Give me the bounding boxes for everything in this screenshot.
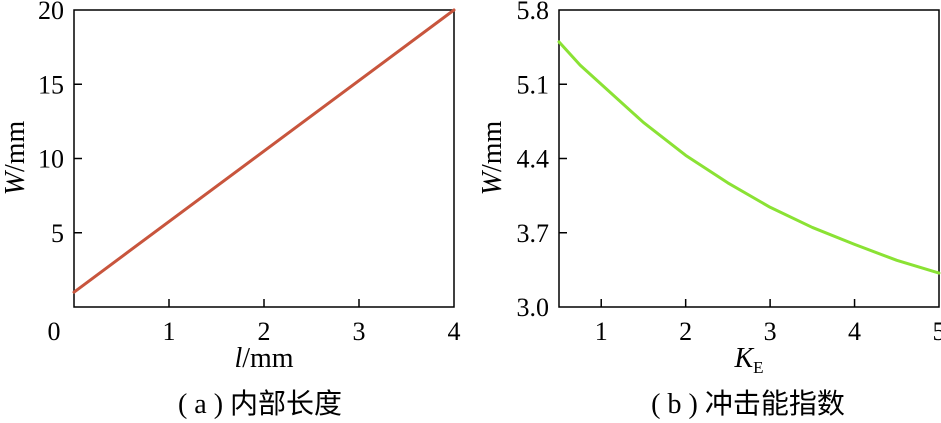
series-line <box>72 8 456 294</box>
y-tick-label: 4.4 <box>517 145 550 174</box>
x-tick-label: 2 <box>258 317 271 346</box>
x-axis-label-a: l/mm <box>234 343 293 374</box>
caption-b: ( b ) 冲击能指数 <box>651 388 845 420</box>
plot-frame-b <box>558 9 940 308</box>
panel-a: 0 1 2 3 4 5 10 15 20 l/mm W/mm ( a ) 内部长度 <box>0 0 461 420</box>
x-ticks-a: 0 1 2 3 4 <box>48 299 461 346</box>
y-ticks-a: 5 10 15 20 <box>38 0 82 248</box>
y-tick-label: 5 <box>51 219 64 248</box>
y-tick-label: 3.0 <box>517 293 550 322</box>
series-a <box>72 8 456 294</box>
y-tick-label: 3.7 <box>517 219 550 248</box>
caption-a: ( a ) 内部长度 <box>178 388 342 420</box>
x-tick-label: 5 <box>933 317 941 346</box>
x-tick-label: 1 <box>595 317 608 346</box>
x-tick-label: 2 <box>679 317 692 346</box>
x-tick-label: 1 <box>163 317 176 346</box>
x-axis-label-b: KE <box>733 343 763 377</box>
plot-frame-a <box>73 9 455 308</box>
y-tick-label: 15 <box>38 70 64 99</box>
x-tick-label: 3 <box>764 317 777 346</box>
x-tick-label: 0 <box>48 317 61 346</box>
panel-b: 1 2 3 4 5 3.0 3.7 4.4 5.1 5.8 KE W/mm ( b ) 冲击能指… <box>477 0 941 420</box>
x-tick-label: 3 <box>353 317 366 346</box>
y-axis-label-a: W/mm <box>0 120 31 195</box>
y-ticks-b: 3.0 3.7 4.4 5.1 5.8 <box>517 0 567 322</box>
y-tick-label: 10 <box>38 145 64 174</box>
y-axis-label-b: W/mm <box>477 120 508 195</box>
series-line <box>557 40 941 275</box>
y-tick-label: 5.1 <box>517 70 550 99</box>
y-tick-label: 5.8 <box>517 0 550 25</box>
y-tick-label: 20 <box>38 0 64 25</box>
x-tick-label: 4 <box>448 317 461 346</box>
series-b <box>557 40 941 275</box>
x-tick-label: 4 <box>848 317 861 346</box>
x-ticks-b: 1 2 3 4 5 <box>595 299 941 346</box>
